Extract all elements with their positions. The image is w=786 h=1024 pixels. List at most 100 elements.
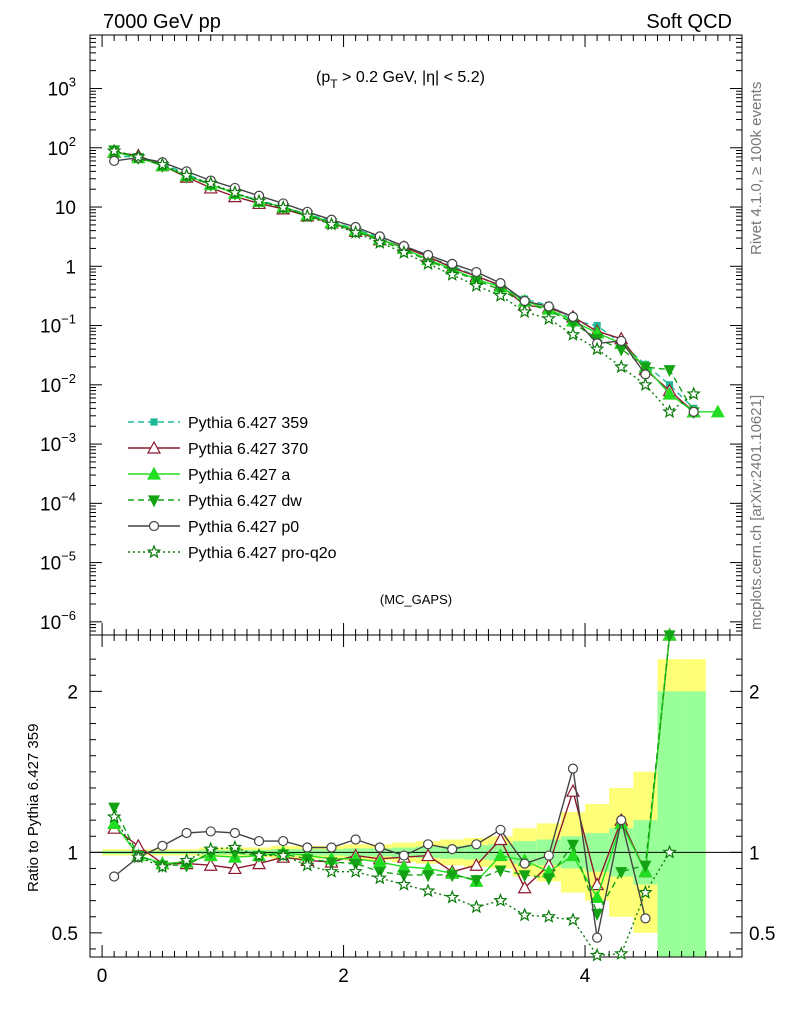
data-point	[495, 278, 506, 289]
series-line	[114, 155, 695, 409]
data-point	[278, 835, 289, 847]
series-4	[109, 152, 699, 417]
data-point	[471, 266, 482, 278]
xtick-label: 0	[97, 966, 108, 987]
data-point	[372, 235, 388, 249]
main-ytick-label-base: 10	[40, 376, 61, 397]
main-ytick-label-base: 10	[40, 317, 61, 338]
data-point	[106, 809, 122, 824]
legend-item-5: Pythia 6.427 pro-q2o	[128, 544, 337, 562]
data-point	[638, 884, 653, 899]
main-ytick-label-exp: −2	[61, 371, 76, 386]
data-point	[227, 861, 242, 875]
data-point	[302, 842, 313, 853]
data-point	[590, 890, 605, 904]
series-line	[113, 151, 718, 413]
data-point	[324, 864, 339, 878]
data-point	[469, 899, 484, 914]
data-point	[541, 909, 557, 923]
main-ytick-label: 102	[48, 134, 76, 160]
data-point	[541, 311, 557, 326]
data-point	[108, 802, 121, 815]
data-point	[615, 867, 628, 880]
main-ytick-label: 10−1	[40, 312, 76, 338]
data-point	[275, 199, 291, 214]
data-point	[275, 847, 291, 862]
series-3	[108, 145, 700, 420]
data-point	[446, 870, 459, 883]
legend-marker	[146, 544, 162, 559]
data-point	[688, 406, 699, 417]
data-point	[300, 857, 315, 872]
series-line	[113, 150, 695, 413]
band-green-23	[657, 691, 682, 957]
legend-label: Pythia 6.427 dw	[188, 493, 302, 510]
data-point	[253, 835, 265, 847]
ratio-ytick-label-left: 2	[67, 682, 78, 703]
data-point	[227, 839, 243, 854]
series-line	[113, 634, 671, 889]
main-ytick-label-base: 10	[40, 494, 61, 515]
data-point	[639, 860, 652, 873]
main-ytick-label-base: 10	[48, 80, 69, 101]
series-line	[114, 156, 646, 375]
data-point	[447, 258, 458, 269]
data-point	[494, 865, 507, 878]
data-point	[543, 850, 554, 861]
main-ytick-label-exp: −5	[61, 549, 76, 564]
data-point	[592, 932, 603, 943]
series-line	[113, 149, 695, 413]
main-ytick-label: 1	[65, 257, 76, 278]
data-point	[106, 143, 122, 158]
side-label-top: Rivet 4.1.0, ≥ 100k events	[748, 82, 765, 255]
data-point	[252, 856, 267, 870]
data-point	[662, 844, 677, 859]
main-ytick-label: 10	[55, 198, 76, 219]
legend-label: Pythia 6.427 359	[188, 415, 308, 432]
data-point	[662, 386, 677, 400]
analysis-label: (MC_GAPS)	[380, 592, 452, 607]
data-point	[131, 849, 146, 864]
data-point	[251, 193, 267, 208]
main-ytick-label-base: 10	[40, 554, 61, 575]
data-point	[179, 852, 194, 867]
legend-item-2: Pythia 6.427 a	[128, 466, 290, 484]
data-point	[517, 880, 532, 894]
uncertainty-bands	[102, 659, 706, 957]
main-ytick-label-exp: 2	[69, 134, 76, 149]
data-point	[396, 876, 412, 891]
main-series	[106, 143, 725, 420]
cut-label: (pT > 0.2 GeV, |η| < 5.2)	[316, 69, 485, 91]
side-label-bottom: mcplots.cern.ch [arXiv:2401.10621]	[748, 395, 765, 630]
data-point	[469, 278, 484, 292]
legend-label: Pythia 6.427 pro-q2o	[188, 545, 337, 562]
data-point	[518, 870, 531, 883]
legend-label: Pythia 6.427 a	[188, 467, 290, 484]
legend-item-3: Pythia 6.427 dw	[128, 493, 302, 510]
data-point	[447, 844, 458, 855]
data-point	[589, 947, 605, 962]
data-point	[565, 912, 581, 927]
data-point	[181, 827, 192, 839]
main-ytick-label: 10−6	[40, 608, 76, 634]
ratio-series	[106, 627, 677, 962]
main-ytick-label-base: 10	[55, 198, 76, 219]
data-point	[591, 908, 604, 921]
data-point	[251, 847, 267, 862]
data-point	[131, 149, 146, 164]
data-point	[398, 850, 410, 861]
data-point	[565, 327, 581, 341]
ratio-ytick-label-right: 1	[749, 843, 760, 864]
data-point	[109, 155, 120, 167]
data-point	[157, 840, 168, 852]
ratio-ytick-label-right: 0.5	[749, 924, 775, 945]
data-point	[203, 841, 218, 856]
data-point	[422, 870, 435, 883]
data-point	[517, 907, 532, 922]
data-point	[493, 892, 508, 907]
data-point	[155, 859, 170, 874]
data-point	[614, 946, 629, 960]
data-point	[396, 244, 412, 259]
right-title: Soft QCD	[646, 11, 732, 33]
